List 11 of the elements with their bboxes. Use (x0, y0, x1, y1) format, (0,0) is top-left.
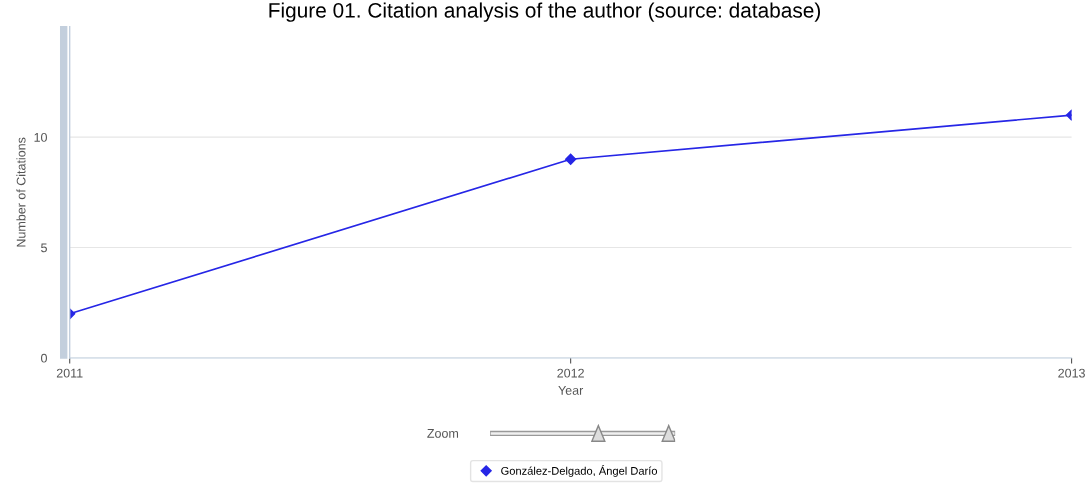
x-tick-label: 2013 (1058, 368, 1085, 378)
legend-label: González-Delgado, Ángel Darío (501, 465, 658, 477)
y-tick-label: 10 (34, 132, 47, 142)
x-tick-label: 2011 (56, 368, 83, 378)
y-axis-title: Number of Citations (16, 137, 26, 247)
x-axis-title: Year (558, 386, 584, 395)
y-tick-label: 0 (41, 353, 47, 363)
chart-title: Figure 01. Citation analysis of the author (source: database) (269, 2, 820, 22)
text: Zoom (427, 429, 459, 438)
x-tick-label: 2012 (557, 368, 584, 378)
y-tick-label: 5 (41, 243, 47, 253)
